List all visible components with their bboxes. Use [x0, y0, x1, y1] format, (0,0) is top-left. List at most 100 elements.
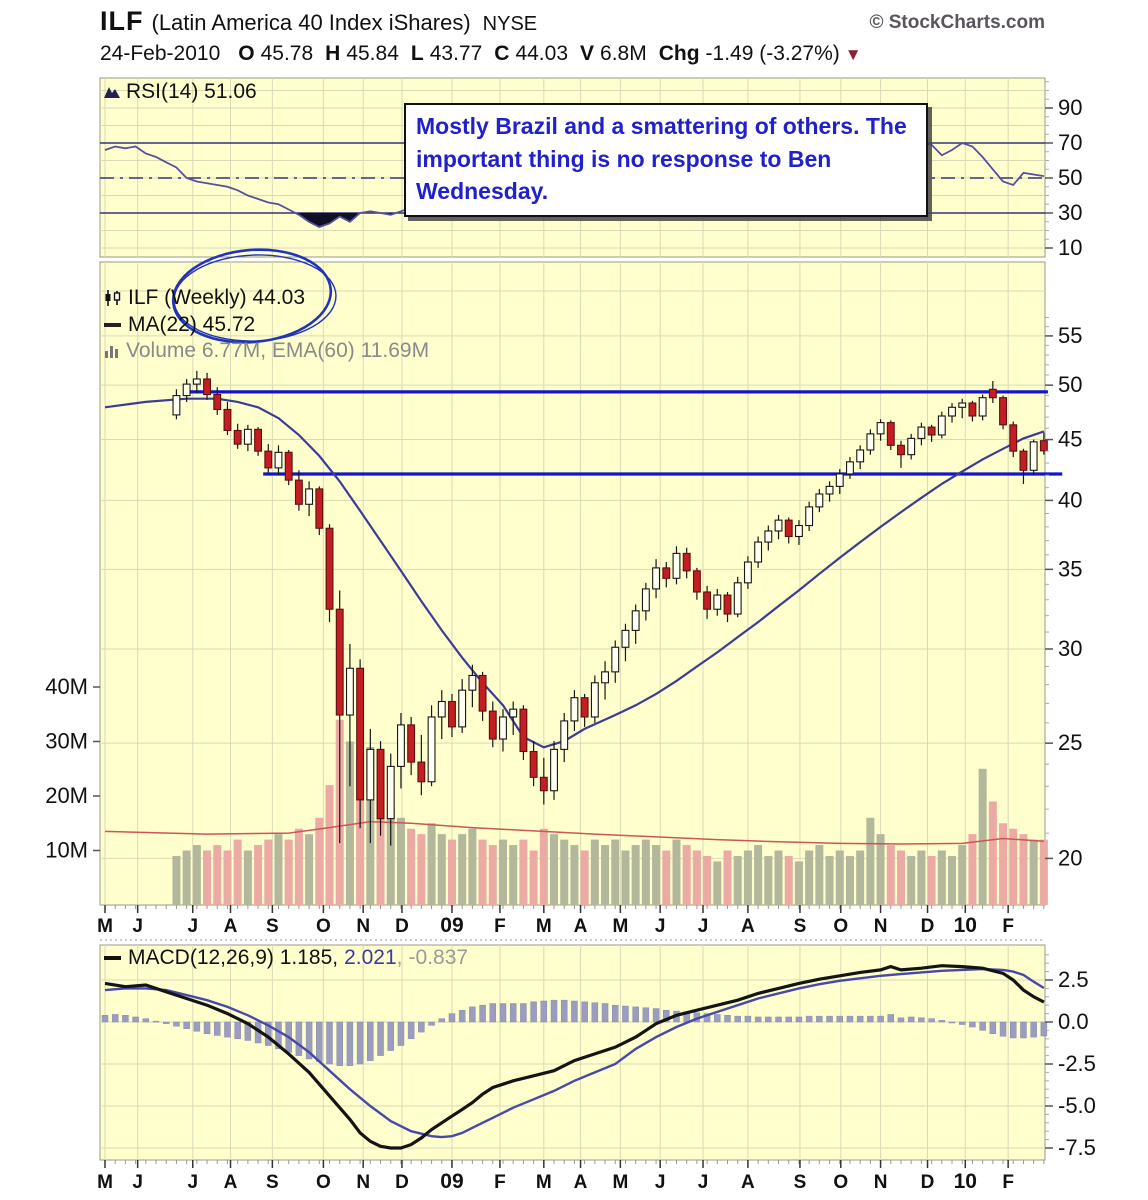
svg-text:J: J [698, 1172, 709, 1193]
quote-field-value: 43.77 [429, 42, 483, 65]
svg-text:A: A [741, 916, 755, 937]
svg-text:N: N [356, 916, 370, 937]
svg-text:40M: 40M [45, 674, 88, 699]
svg-text:M: M [97, 1172, 113, 1193]
chart-header: ILF (Latin America 40 Index iShares) NYSE [100, 6, 537, 37]
macd-line-icon [103, 954, 123, 962]
svg-text:O: O [833, 1172, 848, 1193]
svg-text:J: J [655, 916, 666, 937]
exchange-label: NYSE [482, 13, 538, 35]
svg-text:40: 40 [1058, 487, 1082, 512]
svg-text:J: J [698, 916, 709, 937]
price-legend-ma: MA(22) 45.72 [103, 313, 255, 337]
svg-text:A: A [741, 1172, 755, 1193]
ticker-symbol: ILF [100, 6, 144, 36]
price-legend-volume: Volume 6.77M, EMA(60) 11.69M [103, 339, 429, 363]
price-legend-symbol: ILF (Weekly) 44.03 [103, 286, 305, 310]
svg-text:-7.5: -7.5 [1058, 1135, 1096, 1160]
quote-date: 24-Feb-2010 [100, 42, 221, 65]
svg-text:A: A [224, 916, 238, 937]
svg-text:D: D [921, 1172, 935, 1193]
rsi-legend: RSI(14) 51.06 [103, 80, 257, 104]
svg-text:J: J [655, 1172, 666, 1193]
quote-field-value: 45.84 [346, 42, 399, 65]
volume-bars-icon [103, 343, 121, 359]
svg-text:M: M [612, 916, 628, 937]
svg-text:09: 09 [440, 914, 463, 937]
ma-line-icon [103, 321, 123, 329]
ma-legend-label: MA(22) 45.72 [128, 313, 256, 336]
svg-text:0.0: 0.0 [1058, 1009, 1089, 1034]
svg-text:-5.0: -5.0 [1058, 1093, 1096, 1118]
svg-text:10: 10 [954, 1170, 977, 1193]
svg-text:70: 70 [1058, 130, 1082, 155]
svg-text:10: 10 [954, 914, 977, 937]
macd-legend-label: MACD(12,26,9) 1.185, [128, 946, 339, 969]
svg-text:2.5: 2.5 [1058, 967, 1089, 992]
svg-text:J: J [132, 916, 143, 937]
svg-text:M: M [97, 916, 113, 937]
change-down-arrow-icon: ▼ [844, 45, 862, 64]
quote-values: O 45.78 H 45.84 L 43.77 C 44.03 V 6.8M Chg -1.49 (-… [226, 42, 840, 65]
quote-field-label: C [494, 42, 510, 65]
svg-text:J: J [187, 1172, 198, 1193]
svg-text:M: M [536, 1172, 552, 1193]
svg-text:90: 90 [1058, 95, 1082, 120]
annotation-callout: Mostly Brazil and a smattering of others… [404, 103, 928, 217]
svg-text:D: D [395, 1172, 409, 1193]
svg-text:M: M [536, 916, 552, 937]
svg-text:A: A [574, 1172, 588, 1193]
svg-text:O: O [833, 916, 848, 937]
svg-text:J: J [132, 1172, 143, 1193]
quote-field-label: H [325, 42, 341, 65]
svg-text:S: S [794, 916, 807, 937]
stockcharts-copyright: © StockCharts.com [869, 12, 1045, 33]
svg-text:S: S [794, 1172, 807, 1193]
price-legend-label: ILF (Weekly) 44.03 [128, 286, 306, 309]
svg-text:30M: 30M [45, 729, 88, 754]
svg-text:A: A [574, 916, 588, 937]
svg-text:S: S [266, 916, 279, 937]
svg-text:50: 50 [1058, 165, 1082, 190]
quote-field-value: 44.03 [515, 42, 569, 65]
svg-text:50: 50 [1058, 372, 1082, 397]
quote-field-label: O [238, 42, 255, 65]
quote-field-label: V [580, 42, 595, 65]
svg-text:M: M [612, 1172, 628, 1193]
svg-text:F: F [1002, 1172, 1014, 1193]
ticker-name: (Latin America 40 Index iShares) [151, 10, 471, 35]
svg-text:J: J [187, 916, 198, 937]
svg-text:O: O [316, 1172, 331, 1193]
candlestick-icon [103, 289, 123, 307]
svg-text:09: 09 [440, 1170, 463, 1193]
macd-signal-value: 2.021 [344, 946, 397, 969]
svg-text:N: N [356, 1172, 370, 1193]
macd-legend: MACD(12,26,9) 1.185, 2.021, -0.837 [103, 946, 468, 970]
svg-text:F: F [1002, 916, 1014, 937]
svg-text:35: 35 [1058, 556, 1082, 581]
macd-histogram-value: -0.837 [408, 946, 469, 969]
svg-text:30: 30 [1058, 200, 1082, 225]
svg-text:O: O [316, 916, 331, 937]
quote-field-value: 6.8M [600, 42, 647, 65]
svg-text:D: D [921, 916, 935, 937]
svg-text:S: S [266, 1172, 279, 1193]
quote-line: 24-Feb-2010 O 45.78 H 45.84 L 43.77 C 44.03 V 6.8M… [100, 42, 862, 66]
svg-text:A: A [224, 1172, 238, 1193]
svg-text:55: 55 [1058, 323, 1082, 348]
svg-text:F: F [494, 1172, 506, 1193]
quote-field-label: Chg [658, 42, 700, 65]
quote-field-label: L [410, 42, 424, 65]
rsi-legend-label: RSI(14) 51.06 [126, 80, 257, 103]
indicator-area-icon [103, 84, 121, 100]
svg-text:30: 30 [1058, 636, 1082, 661]
svg-text:10M: 10M [45, 838, 88, 863]
svg-text:20M: 20M [45, 783, 88, 808]
volume-legend-label: Volume 6.77M, EMA(60) 11.69M [126, 339, 430, 362]
svg-text:45: 45 [1058, 427, 1082, 452]
svg-text:-2.5: -2.5 [1058, 1051, 1096, 1076]
svg-text:10: 10 [1058, 235, 1082, 260]
svg-text:20: 20 [1058, 845, 1082, 870]
